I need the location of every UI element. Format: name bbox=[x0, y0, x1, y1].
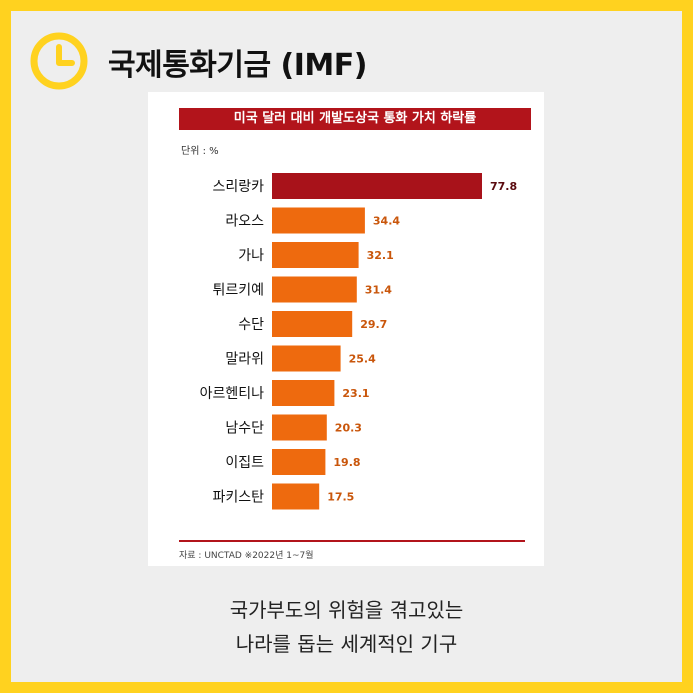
category-label: 수단 bbox=[238, 317, 264, 333]
chart-source: 자료 : UNCTAD ※2022년 1~7월 bbox=[179, 551, 314, 561]
caption-line-1: 국가부도의 위험을 겪고있는 bbox=[229, 598, 464, 622]
value-label: 34.4 bbox=[373, 215, 400, 228]
bar bbox=[272, 311, 353, 337]
chart-title: 미국 달러 대비 개발도상국 통화 가치 하락률 bbox=[233, 111, 477, 126]
chart-figure: 미국 달러 대비 개발도상국 통화 가치 하락률 단위 : % 스리랑카 77.8… bbox=[148, 92, 544, 566]
category-label: 스리랑카 bbox=[212, 179, 264, 195]
value-label: 77.8 bbox=[490, 180, 517, 193]
caption-line-2: 나라를 돕는 세계적인 기구 bbox=[235, 632, 458, 656]
source-divider bbox=[179, 540, 525, 542]
bar-chart: 스리랑카 77.8 라오스 34.4 가나 32.1 튀르키예 31.4 수단 29.7 말라위 25… bbox=[200, 173, 517, 510]
chart-unit: 단위 : % bbox=[181, 146, 219, 157]
category-label: 가나 bbox=[238, 248, 264, 264]
bar bbox=[272, 414, 327, 441]
category-label: 남수단 bbox=[225, 421, 264, 437]
bar bbox=[272, 483, 320, 510]
bar bbox=[272, 242, 359, 268]
value-label: 25.4 bbox=[349, 353, 376, 366]
bar bbox=[272, 173, 482, 199]
value-label: 20.3 bbox=[335, 422, 362, 435]
bar bbox=[272, 207, 365, 234]
chart-title-bar bbox=[179, 108, 531, 130]
bar bbox=[272, 380, 335, 406]
category-label: 튀르키예 bbox=[212, 283, 264, 299]
bar bbox=[272, 449, 326, 475]
value-label: 17.5 bbox=[327, 491, 354, 504]
bar bbox=[272, 345, 341, 372]
value-label: 23.1 bbox=[342, 387, 369, 400]
value-label: 19.8 bbox=[333, 456, 360, 469]
category-label: 이집트 bbox=[225, 455, 264, 471]
category-label: 말라위 bbox=[225, 352, 264, 368]
value-label: 31.4 bbox=[365, 284, 392, 297]
value-label: 29.7 bbox=[360, 318, 387, 331]
bar bbox=[272, 276, 357, 303]
value-label: 32.1 bbox=[367, 249, 394, 262]
clock-icon bbox=[30, 32, 88, 90]
page-title: 국제통화기금 (IMF) bbox=[108, 48, 367, 83]
category-label: 아르헨티나 bbox=[200, 386, 265, 402]
category-label: 파키스탄 bbox=[212, 490, 264, 506]
category-label: 라오스 bbox=[225, 214, 264, 230]
